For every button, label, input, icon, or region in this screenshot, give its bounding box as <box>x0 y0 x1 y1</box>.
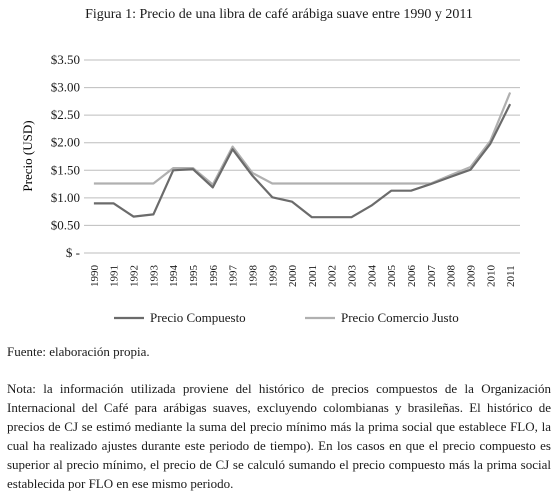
legend: Precio Compuesto Precio Comercio Justo <box>114 310 459 325</box>
gridlines <box>84 59 520 254</box>
x-tick-label: 1995 <box>188 265 200 288</box>
x-axis-tick-labels: 1990 1991 1992 1993 1994 1995 1996 1997 1998 1999… <box>89 265 517 288</box>
y-tick-label: $3.50 <box>51 52 80 67</box>
x-tick-label: 2008 <box>446 265 458 288</box>
x-tick-label: 2004 <box>366 265 378 288</box>
y-tick-label: $0.50 <box>51 217 80 232</box>
y-tick-label: $2.00 <box>51 135 80 150</box>
series-line-precio-compuesto <box>93 103 512 219</box>
x-tick-label: 1994 <box>168 265 180 288</box>
x-tick-label: 1999 <box>267 265 279 288</box>
line-chart: $ - $0.50 $1.00 $1.50 $2.00 $2.50 $3.00 $3.50 1… <box>20 52 520 325</box>
x-tick-label: 1990 <box>89 265 101 288</box>
x-tick-label: 1997 <box>228 265 240 288</box>
y-tick-label: $1.00 <box>51 190 80 205</box>
methodology-note: Nota: la información utilizada proviene … <box>7 381 551 491</box>
x-tick-label: 1992 <box>129 265 141 287</box>
x-tick-label: 2011 <box>505 265 517 287</box>
y-tick-label: $ - <box>66 245 80 260</box>
x-tick-label: 2005 <box>386 265 398 288</box>
x-tick-label: 2001 <box>307 265 319 287</box>
y-tick-label: $1.50 <box>51 162 80 177</box>
x-tick-label: 2002 <box>327 265 339 287</box>
y-axis-tick-labels: $ - $0.50 $1.00 $1.50 $2.00 $2.50 $3.00 $3.50 <box>51 52 80 260</box>
x-tick-label: 1998 <box>247 265 259 288</box>
y-tick-label: $3.00 <box>51 80 80 95</box>
x-tick-label: 2007 <box>426 265 438 288</box>
figure-title: Figura 1: Precio de una libra de café ar… <box>85 7 473 22</box>
source-note: Fuente: elaboración propia. <box>7 344 150 359</box>
x-tick-label: 1996 <box>208 265 220 288</box>
x-tick-label: 2003 <box>347 265 359 288</box>
x-tick-label: 2009 <box>465 265 477 288</box>
x-tick-label: 2000 <box>287 265 299 288</box>
y-axis-label: Precio (USD) <box>20 120 35 191</box>
x-tick-label: 2010 <box>485 265 497 287</box>
y-tick-label: $2.50 <box>51 107 80 122</box>
x-tick-label: 1993 <box>148 265 160 288</box>
x-tick-label: 2006 <box>406 265 418 288</box>
legend-label: Precio Comercio Justo <box>341 310 459 325</box>
x-tick-label: 1991 <box>109 265 121 287</box>
series-lines <box>93 92 512 219</box>
legend-label: Precio Compuesto <box>150 310 246 325</box>
